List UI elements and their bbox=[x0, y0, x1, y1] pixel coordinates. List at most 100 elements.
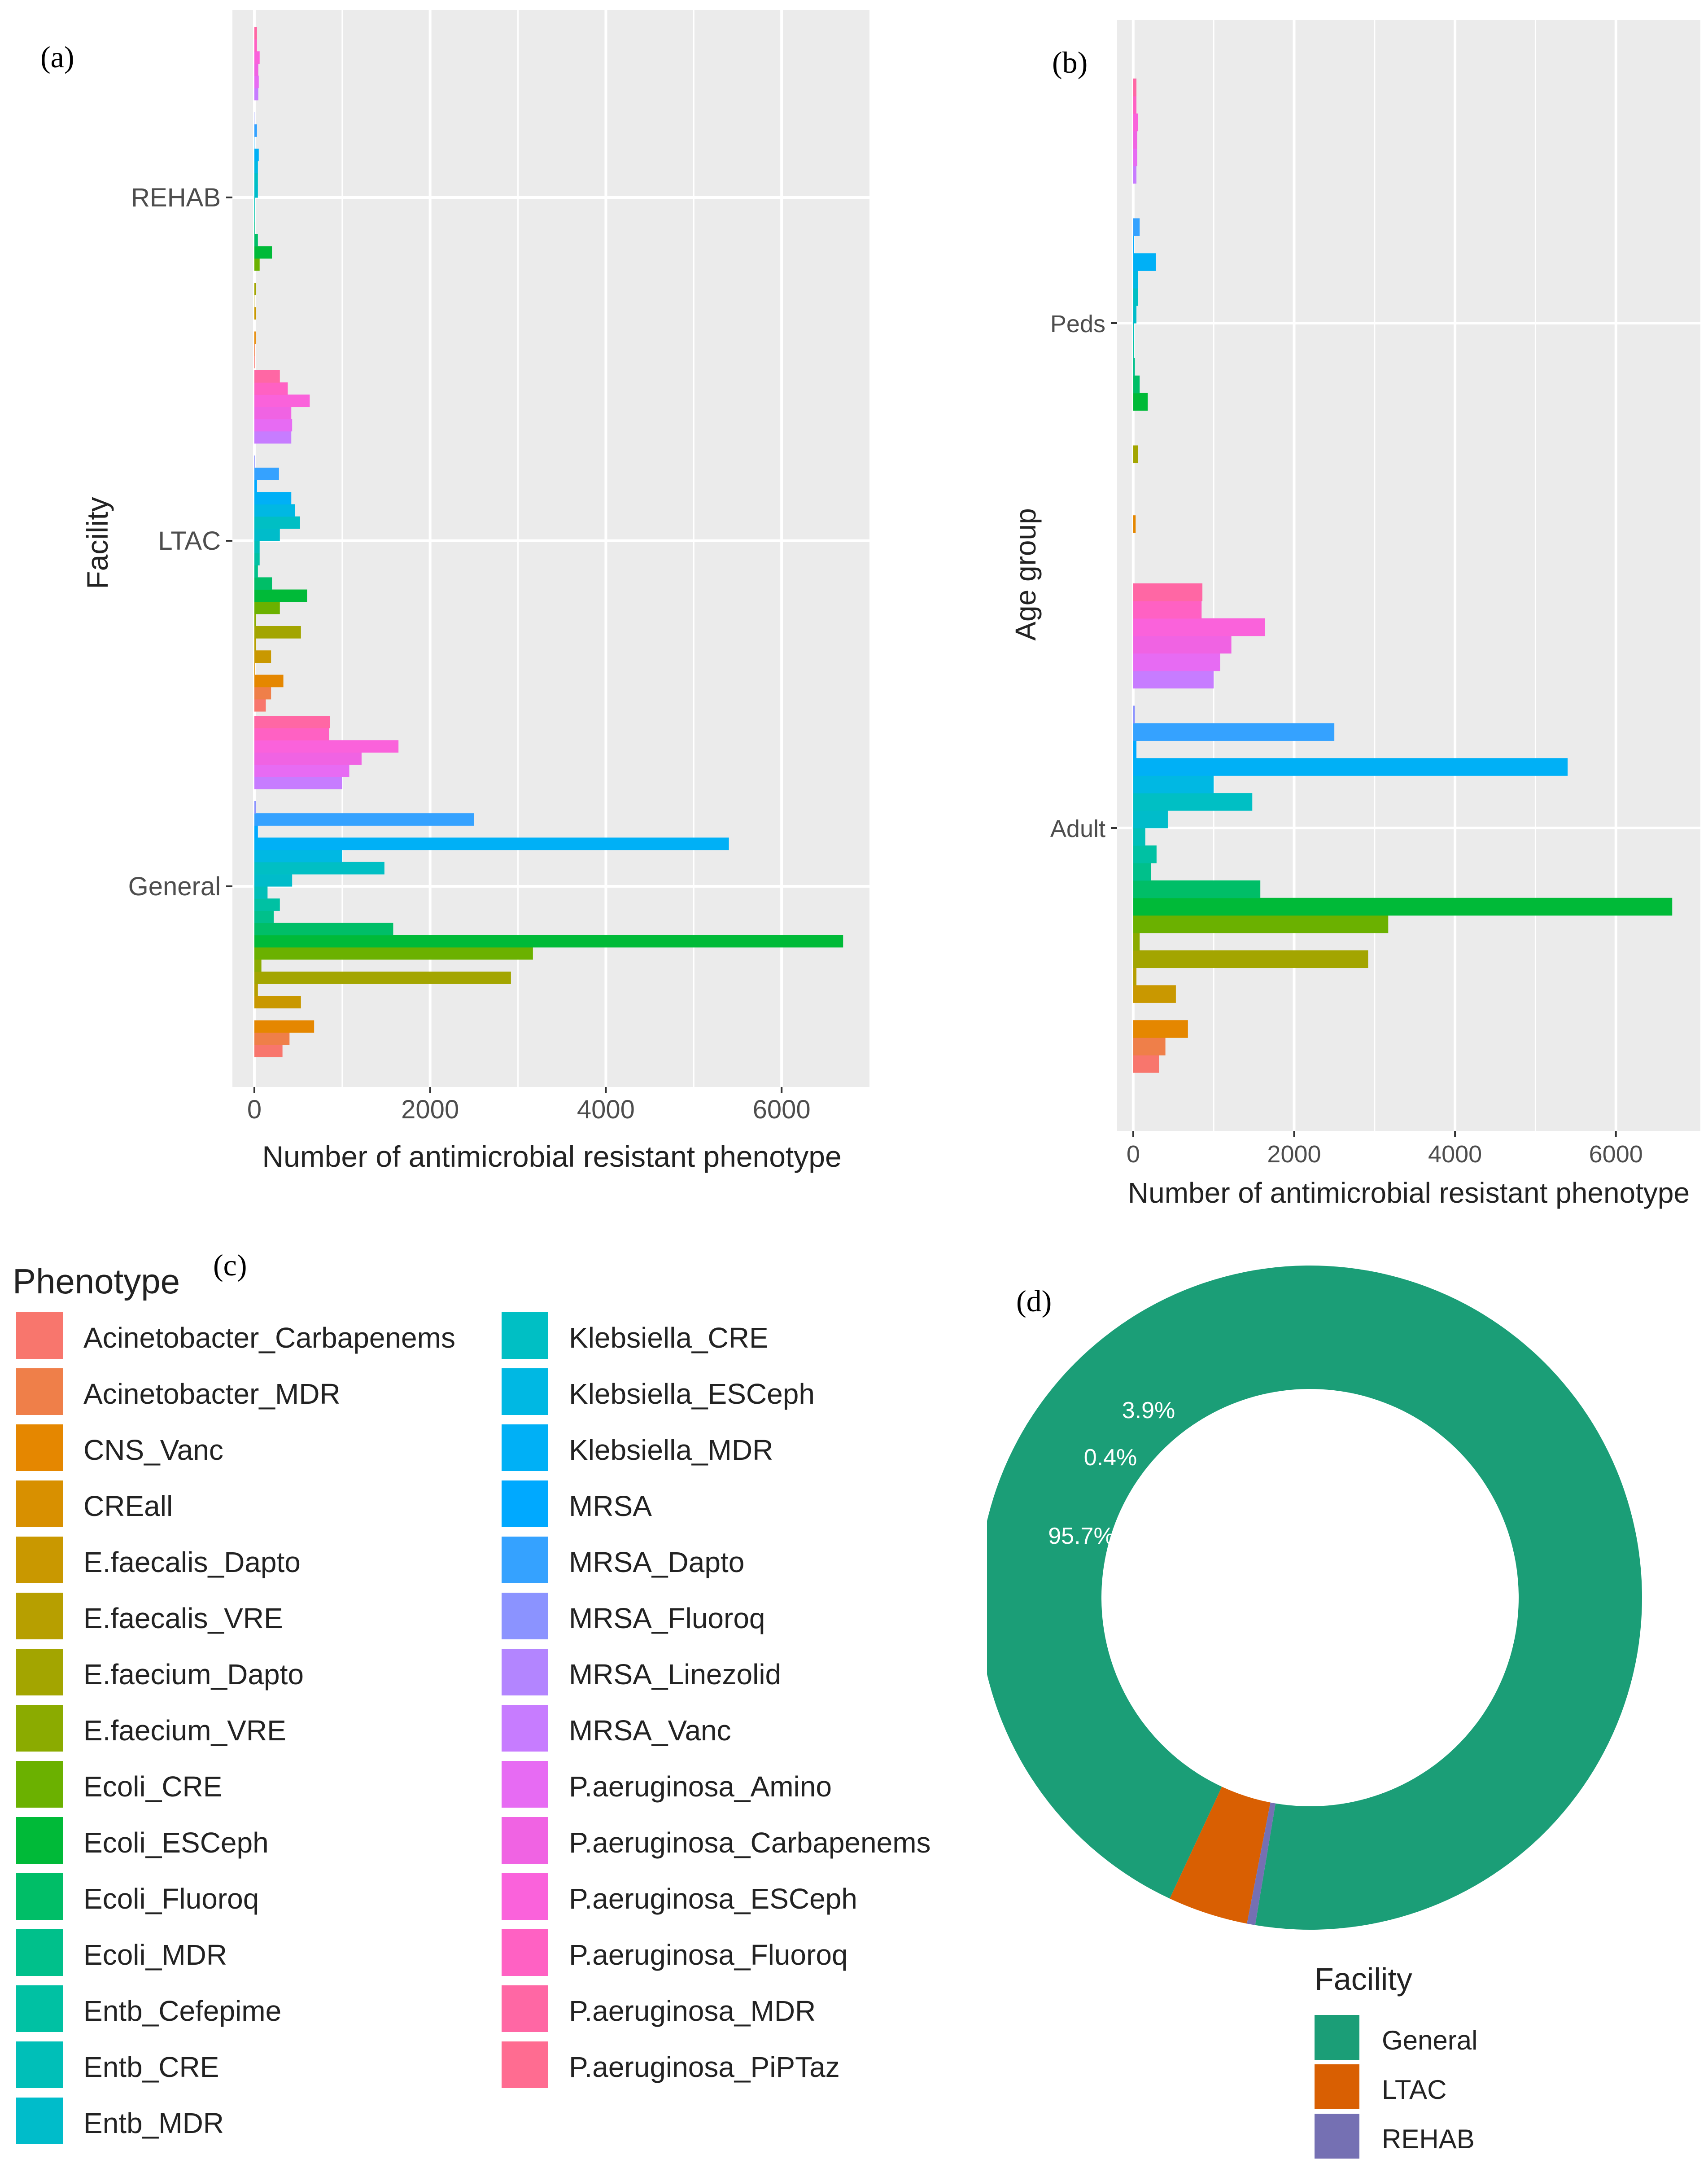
bar-adult-ecoli-esceph bbox=[1133, 898, 1673, 916]
bar-peds-e-faecium-dapto bbox=[1133, 445, 1138, 464]
legend-swatch bbox=[502, 1593, 548, 1639]
legend-label: P.aeruginosa_Fluoroq bbox=[569, 1939, 848, 1971]
bar-peds-klebsiella-mdr bbox=[1133, 253, 1156, 271]
legend-label: Klebsiella_MDR bbox=[569, 1434, 773, 1466]
bar-rehab-p-aeruginosa-fluoroq bbox=[254, 39, 257, 52]
legend-label: Entb_MDR bbox=[83, 2107, 224, 2139]
bar-peds-p-aeruginosa-mdr bbox=[1133, 79, 1137, 96]
bar-general-e-faecalis-vre bbox=[254, 984, 258, 996]
legend-swatch bbox=[502, 1985, 548, 2032]
bar-rehab-mrsa-dapto bbox=[254, 124, 257, 137]
legend-swatch bbox=[502, 1817, 548, 1864]
legend-swatch bbox=[502, 1312, 548, 1359]
bar-ltac-ecoli-esceph bbox=[254, 589, 307, 602]
bar-general-mrsa-fluoroq bbox=[254, 801, 256, 814]
bar-ltac-ecoli-cre bbox=[254, 601, 280, 614]
bar-ltac-p-aeruginosa-amino bbox=[254, 419, 293, 432]
x-tick-label: 2000 bbox=[1267, 1141, 1321, 1168]
legend-swatch bbox=[502, 1929, 548, 1976]
legend-swatch bbox=[16, 1705, 63, 1752]
bar-adult-mrsa-dapto bbox=[1133, 723, 1335, 741]
legend-label: CREall bbox=[83, 1490, 173, 1522]
bar-adult-mrsa-fluoroq bbox=[1133, 705, 1135, 724]
legend-label: P.aeruginosa_ESCeph bbox=[569, 1883, 857, 1915]
bar-peds-klebsiella-esceph bbox=[1133, 271, 1138, 289]
facility-donut-chart: 95.7% 3.9% 0.4% bbox=[987, 1266, 1642, 1930]
bar-ltac-klebsiella-esceph bbox=[254, 504, 295, 517]
legend-label: Acinetobacter_MDR bbox=[83, 1378, 341, 1410]
x-tick-label: 2000 bbox=[401, 1095, 459, 1124]
bar-peds-entb-cefepime bbox=[1133, 340, 1134, 359]
bar-adult-klebsiella-mdr bbox=[1133, 758, 1568, 776]
bar-adult-acinetobacter-mdr bbox=[1133, 1038, 1166, 1056]
bar-rehab-ecoli-fluoroq bbox=[254, 234, 258, 247]
bar-ltac-mrsa bbox=[254, 480, 257, 493]
bar-general-entb-cre bbox=[254, 886, 268, 899]
legend-label: E.faecium_VRE bbox=[83, 1714, 286, 1747]
x-tick-label: 4000 bbox=[1428, 1141, 1482, 1168]
legend-swatch bbox=[16, 1817, 63, 1864]
legend-swatch bbox=[1315, 2064, 1359, 2109]
legend-swatch bbox=[502, 1705, 548, 1752]
bar-peds-cns-vanc bbox=[1133, 515, 1136, 533]
bar-rehab-p-aeruginosa-esceph bbox=[254, 51, 260, 64]
legend-swatch bbox=[16, 1537, 63, 1583]
bar-rehab-p-aeruginosa-amino bbox=[254, 75, 259, 88]
legend-label: Acinetobacter_Carbapenems bbox=[83, 1322, 455, 1354]
bar-peds-entb-cre bbox=[1133, 323, 1134, 341]
bar-adult-e-faecalis-dapto bbox=[1133, 985, 1176, 1003]
bar-adult-entb-mdr bbox=[1133, 810, 1168, 828]
bar-general-mrsa-dapto bbox=[254, 813, 474, 826]
legend-label: P.aeruginosa_PiPTaz bbox=[569, 2051, 840, 2083]
legend-swatch bbox=[16, 1649, 63, 1695]
bar-adult-p-aeruginosa-mdr bbox=[1133, 583, 1203, 601]
legend-label: E.faecium_Dapto bbox=[83, 1658, 304, 1691]
bar-adult-mrsa bbox=[1133, 740, 1137, 758]
legend-label: MRSA_Vanc bbox=[569, 1714, 731, 1747]
bar-rehab-mrsa-vanc bbox=[254, 88, 258, 101]
x-tick-label: 6000 bbox=[1589, 1141, 1643, 1168]
bar-ltac-entb-mdr bbox=[254, 528, 280, 541]
bar-ltac-p-aeruginosa-carbapenems bbox=[254, 407, 292, 420]
bar-adult-mrsa-vanc bbox=[1133, 670, 1214, 689]
bar-rehab-entb-mdr bbox=[254, 185, 258, 198]
legend-swatch bbox=[16, 1312, 63, 1359]
bar-general-acinetobacter-mdr bbox=[254, 1032, 290, 1045]
y-axis-title: Facility bbox=[81, 497, 114, 589]
bar-peds-klebsiella-cre bbox=[1133, 288, 1138, 306]
phenotype-legend: Phenotype Acinetobacter_Carbapenems Acine… bbox=[9, 1252, 996, 2168]
facility-legend: Facility General LTAC REHAB bbox=[1301, 1957, 1615, 2163]
bar-peds-p-aeruginosa-esceph bbox=[1133, 113, 1138, 131]
bar-adult-klebsiella-esceph bbox=[1133, 775, 1214, 793]
y-axis-title: Age group bbox=[1009, 508, 1042, 640]
bar-ltac-p-aeruginosa-esceph bbox=[254, 394, 310, 407]
bar-general-cns-vanc bbox=[254, 1020, 315, 1033]
bar-ltac-mrsa-fluoroq bbox=[254, 455, 255, 468]
bar-adult-ecoli-cre bbox=[1133, 915, 1389, 933]
bar-peds-ecoli-esceph bbox=[1133, 393, 1148, 411]
legend-label: Klebsiella_CRE bbox=[569, 1322, 769, 1354]
bar-rehab-ecoli-cre bbox=[254, 258, 260, 271]
bar-general-p-aeruginosa-carbapenems bbox=[254, 752, 362, 765]
legend-label: P.aeruginosa_MDR bbox=[569, 1995, 816, 2027]
bar-rehab-klebsiella-cre bbox=[254, 173, 258, 186]
facility-bar-chart: 0 2000 4000 6000 General LTAC REHAB Number of a… bbox=[81, 10, 869, 1173]
bar-rehab-acinetobacter-mdr bbox=[254, 343, 255, 356]
legend-swatch bbox=[16, 1593, 63, 1639]
x-axis-title: Number of antimicrobial resistant phenot… bbox=[1128, 1177, 1690, 1209]
bar-peds-mrsa-vanc bbox=[1133, 166, 1137, 184]
bar-general-mrsa-vanc bbox=[254, 776, 342, 789]
bar-adult-cns-vanc bbox=[1133, 1020, 1188, 1038]
legend-label: Ecoli_Fluoroq bbox=[83, 1883, 259, 1915]
bar-adult-klebsiella-cre bbox=[1133, 793, 1253, 811]
bar-general-p-aeruginosa-mdr bbox=[254, 716, 330, 728]
bar-peds-p-aeruginosa-amino bbox=[1133, 148, 1137, 166]
bar-rehab-klebsiella-mdr bbox=[254, 149, 259, 162]
legend-swatch bbox=[16, 1368, 63, 1415]
legend-label: E.faecalis_VRE bbox=[83, 1602, 283, 1634]
y-tick-label: Adult bbox=[1050, 815, 1105, 842]
bar-peds-p-aeruginosa-carbapenems bbox=[1133, 131, 1137, 149]
legend-label: Entb_CRE bbox=[83, 2051, 219, 2083]
legend-swatch bbox=[16, 1480, 63, 1527]
bar-ltac-cns-vanc bbox=[254, 674, 284, 688]
